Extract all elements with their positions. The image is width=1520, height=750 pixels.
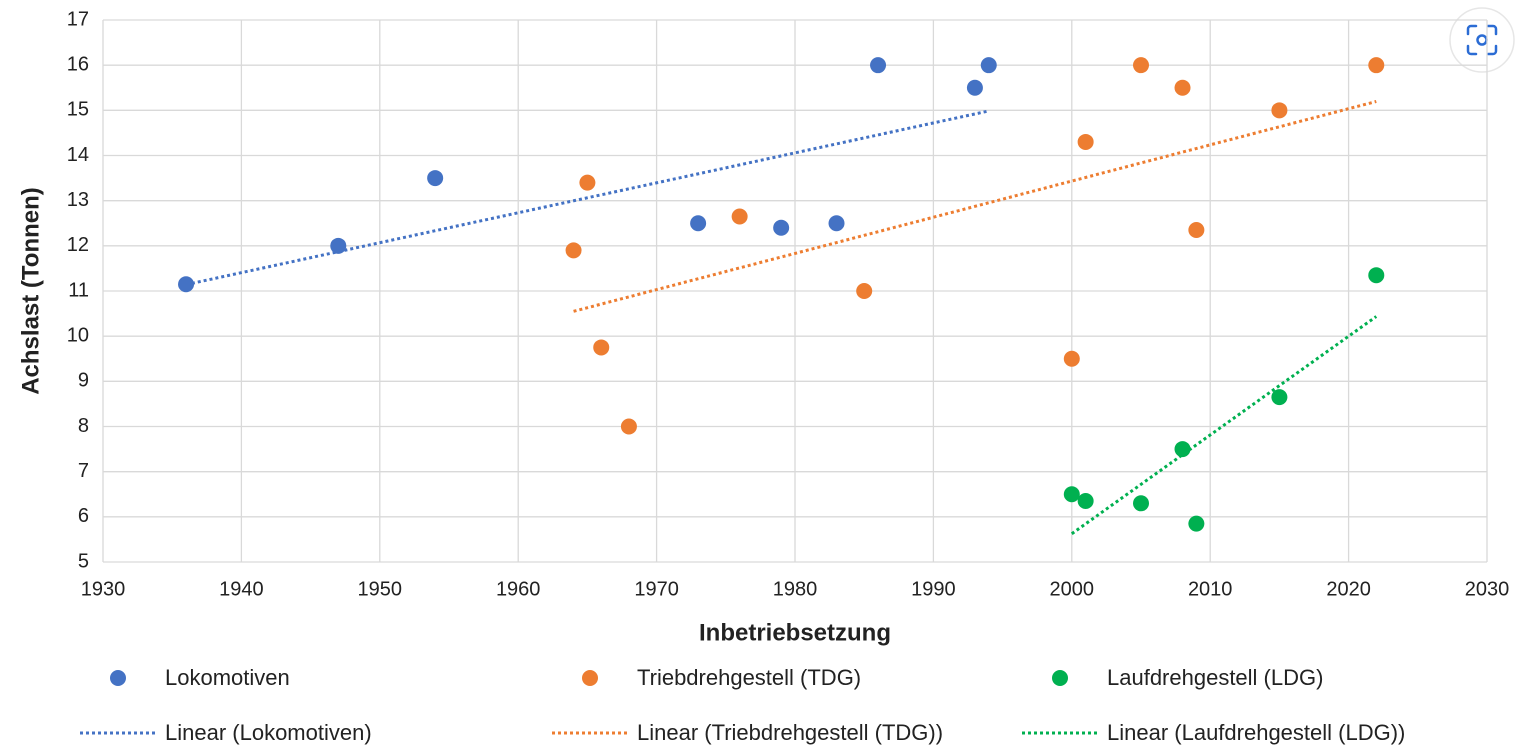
x-tick-label: 2000	[1050, 578, 1095, 600]
y-tick-label: 12	[67, 234, 89, 256]
x-tick-label: 2020	[1326, 578, 1371, 600]
data-point	[1188, 222, 1205, 239]
data-point	[593, 339, 610, 356]
x-tick-label: 1950	[358, 578, 403, 600]
y-tick-label: 17	[67, 8, 89, 30]
data-point	[565, 242, 582, 259]
legend-label: Triebdrehgestell (TDG)	[637, 665, 861, 690]
x-tick-label: 1930	[81, 578, 126, 600]
trend-line	[1070, 315, 1378, 535]
data-point	[1188, 515, 1205, 532]
x-tick-label: 2010	[1188, 578, 1233, 600]
data-point	[1077, 133, 1094, 150]
legend-label: Linear (Laufdrehgestell (LDG))	[1107, 720, 1405, 745]
y-tick-label: 15	[67, 99, 89, 121]
y-tick-label: 5	[78, 550, 89, 572]
x-tick-label: 1980	[773, 578, 818, 600]
y-tick-label: 14	[67, 144, 89, 166]
x-axis-title: Inbetriebsetzung	[699, 619, 891, 646]
data-point	[773, 219, 790, 236]
y-tick-label: 8	[78, 415, 89, 437]
x-tick-label: 1940	[219, 578, 264, 600]
x-tick-label: 1970	[634, 578, 679, 600]
data-point	[1174, 441, 1191, 458]
data-point	[690, 215, 707, 232]
data-point	[579, 174, 596, 191]
legend-marker	[110, 670, 126, 686]
data-point	[1368, 57, 1385, 74]
trend-line	[185, 109, 990, 287]
camera-icon[interactable]	[1466, 24, 1498, 56]
legend-marker	[1052, 670, 1068, 686]
data-point	[1174, 79, 1191, 96]
data-point	[427, 170, 444, 187]
data-point	[1133, 495, 1149, 512]
data-point	[828, 215, 845, 232]
y-axis-title: Achslast (Tonnen)	[17, 187, 44, 395]
trend-line	[573, 99, 1377, 313]
data-point	[1063, 486, 1080, 503]
plot-area	[185, 99, 1378, 535]
data-point	[1368, 267, 1385, 284]
x-tick-label: 2030	[1465, 578, 1510, 600]
data-point	[870, 57, 887, 74]
legend-label: Lokomotiven	[165, 665, 290, 690]
x-tick-label: 1990	[911, 578, 956, 600]
y-tick-label: 11	[68, 279, 89, 301]
data-point	[1063, 350, 1080, 367]
camera-button-bg[interactable]	[1449, 7, 1515, 73]
data-point	[1271, 102, 1288, 119]
legend-label: Laufdrehgestell (LDG)	[1107, 665, 1323, 690]
data-point	[731, 208, 748, 225]
y-tick-label: 10	[67, 324, 89, 346]
data-point	[980, 57, 997, 74]
y-tick-label: 7	[78, 460, 89, 482]
data-point	[1133, 57, 1149, 74]
y-tick-label: 13	[67, 189, 89, 211]
camera-button[interactable]	[1449, 7, 1515, 73]
data-point	[966, 79, 983, 96]
data-point	[1077, 493, 1094, 510]
legend-label: Linear (Lokomotiven)	[165, 720, 372, 745]
x-tick-label: 1960	[496, 578, 541, 600]
legend-marker	[582, 670, 598, 686]
data-point	[620, 418, 637, 435]
data-point	[178, 276, 195, 293]
data-point	[330, 237, 347, 254]
data-point	[856, 283, 873, 299]
y-tick-label: 16	[67, 53, 89, 75]
legend-label: Linear (Triebdrehgestell (TDG))	[637, 720, 943, 745]
y-tick-label: 6	[78, 505, 89, 527]
data-point	[1271, 389, 1288, 406]
y-tick-label: 9	[78, 370, 89, 392]
